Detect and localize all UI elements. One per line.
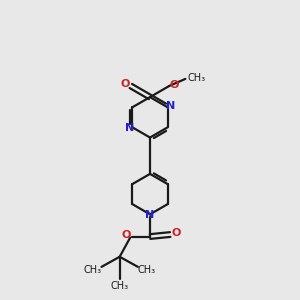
Text: O: O [169,80,179,90]
Text: CH₃: CH₃ [138,265,156,275]
Text: N: N [166,101,175,111]
Text: O: O [120,79,129,89]
Text: O: O [122,230,131,239]
Text: CH₃: CH₃ [83,265,101,275]
Text: N: N [146,210,154,220]
Text: CH₃: CH₃ [188,73,206,83]
Text: O: O [172,227,181,238]
Text: N: N [125,123,134,134]
Text: CH₃: CH₃ [111,281,129,291]
